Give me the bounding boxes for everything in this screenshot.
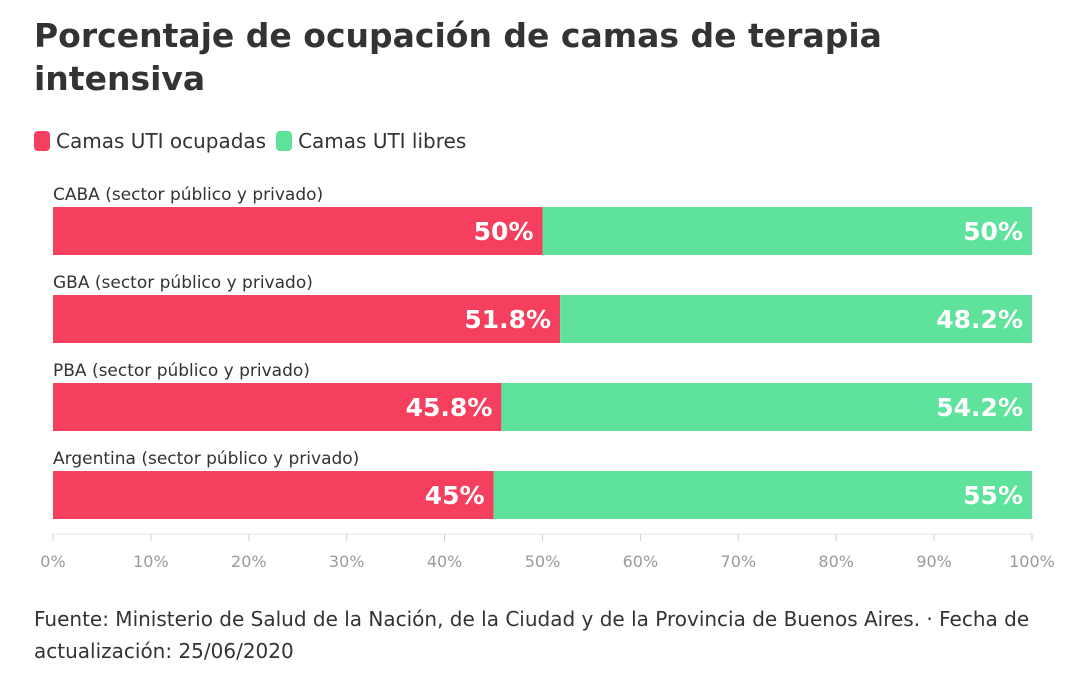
row-label: Argentina (sector público y privado) <box>53 449 359 469</box>
bar-ocupadas <box>53 383 502 431</box>
legend-item-ocupadas: Camas UTI ocupadas <box>34 129 266 153</box>
bar-label-ocupadas: 45% <box>425 481 485 510</box>
legend-swatch-libres <box>276 131 293 151</box>
bar-label-ocupadas: 50% <box>474 217 534 246</box>
row-label: PBA (sector público y privado) <box>53 361 310 381</box>
x-tick-label: 10% <box>133 552 169 571</box>
bar-libres <box>542 207 1032 255</box>
row-label: CABA (sector público y privado) <box>53 185 323 205</box>
bar-label-libres: 48.2% <box>936 305 1023 334</box>
bar-label-libres: 54.2% <box>936 393 1023 422</box>
x-tick-label: 70% <box>721 552 757 571</box>
x-tick-label: 90% <box>916 552 952 571</box>
bar-label-ocupadas: 45.8% <box>406 393 493 422</box>
x-tick-label: 0% <box>40 552 65 571</box>
source-note: Fuente: Ministerio de Salud de la Nación… <box>34 607 1030 663</box>
bar-libres <box>501 383 1033 431</box>
bar-ocupadas <box>53 471 494 519</box>
legend-label-ocupadas: Camas UTI ocupadas <box>56 129 267 153</box>
x-tick-label: 40% <box>427 552 463 571</box>
bar-libres <box>560 295 1032 343</box>
bar-label-ocupadas: 51.8% <box>464 305 551 334</box>
x-tick-label: 60% <box>623 552 659 571</box>
legend: Camas UTI ocupadas Camas UTI libres <box>34 128 476 154</box>
x-tick-label: 100% <box>1009 552 1055 571</box>
bar-label-libres: 55% <box>963 481 1023 510</box>
x-tick-label: 50% <box>525 552 561 571</box>
row-label: GBA (sector público y privado) <box>53 273 313 293</box>
chart-title: Porcentaje de ocupación de camas de tera… <box>34 16 882 98</box>
bar-libres <box>493 471 1032 519</box>
legend-item-libres: Camas UTI libres <box>276 129 466 153</box>
legend-swatch-ocupadas <box>34 131 50 151</box>
bar-ocupadas <box>53 295 561 343</box>
bar-ocupadas <box>53 207 543 255</box>
x-tick-label: 20% <box>231 552 267 571</box>
legend-label-libres: Camas UTI libres <box>298 129 467 153</box>
x-tick-label: 80% <box>818 552 854 571</box>
x-tick-label: 30% <box>329 552 365 571</box>
bar-label-libres: 50% <box>963 217 1023 246</box>
